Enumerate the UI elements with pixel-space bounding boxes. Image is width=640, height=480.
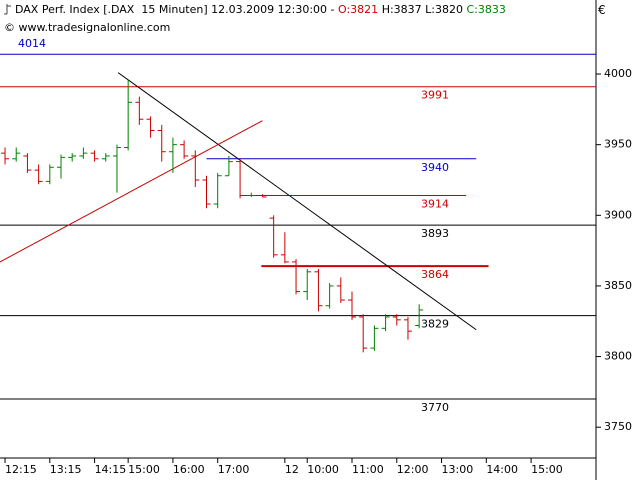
x-tick-label: 17:00 <box>218 463 250 476</box>
y-tick-label: 3750 <box>604 420 632 433</box>
x-tick-label: 10:00 <box>307 463 339 476</box>
y-tick-label: 3950 <box>604 138 632 151</box>
x-tick-label: 13:00 <box>442 463 474 476</box>
copyright: © www.tradesignalonline.com <box>4 21 171 34</box>
x-tick-label: 15:00 <box>128 463 160 476</box>
x-tick-label: 16:00 <box>173 463 205 476</box>
x-tick-label: 14:00 <box>486 463 518 476</box>
x-tick-label: 14:15 <box>95 463 127 476</box>
level-label: 3864 <box>421 268 449 281</box>
x-tick-label: 12:15 <box>5 463 37 476</box>
y-tick-label: 4000 <box>604 67 632 80</box>
x-tick-label: 13:15 <box>50 463 82 476</box>
x-tick-label: 12:00 <box>397 463 429 476</box>
header: DAX Perf. Index [.DAX 15 Minuten] 12.03.… <box>15 3 506 16</box>
level-label: 3914 <box>421 198 449 211</box>
y-tick-label: 3800 <box>604 350 632 363</box>
currency: € <box>598 3 606 17</box>
level-label: 4014 <box>18 37 46 50</box>
high-value: H:3837 <box>381 3 422 16</box>
open-value: O:3821 <box>338 3 379 16</box>
y-tick-label: 3900 <box>604 208 632 221</box>
level-label: 3991 <box>421 89 449 102</box>
close-value: C:3833 <box>466 3 506 16</box>
y-tick-label: 3850 <box>604 279 632 292</box>
x-tick-label: 11:00 <box>352 463 384 476</box>
timestamp: 12.03.2009 12:30:00 - <box>211 3 335 16</box>
x-tick-label: 15:00 <box>531 463 563 476</box>
instrument: DAX Perf. Index [.DAX 15 Minuten] <box>15 3 208 16</box>
low-value: L:3820 <box>425 3 464 16</box>
trendline <box>0 120 263 263</box>
level-label: 3893 <box>421 227 449 240</box>
level-label: 3770 <box>421 401 449 414</box>
x-tick-label: 12 <box>285 463 299 476</box>
level-label: 3940 <box>421 161 449 174</box>
app-icon <box>4 4 11 15</box>
level-label: 3829 <box>421 318 449 331</box>
trendline <box>117 72 477 331</box>
